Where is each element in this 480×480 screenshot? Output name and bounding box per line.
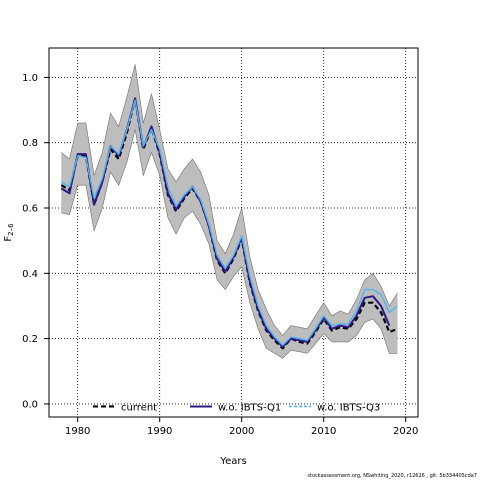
legend-label-wo-q1: w.o. IBTS-Q1	[218, 402, 281, 413]
footer-source: stockassessment.org, NSwhiting_2020, r12…	[307, 473, 477, 479]
series-line-current	[60, 97, 398, 350]
y-tick-label: 0.6	[22, 204, 38, 215]
x-axis-label: Years	[219, 456, 246, 467]
confidence-band-lower	[61, 129, 398, 359]
x-tick-label: 2010	[311, 426, 336, 437]
y-axis-label-subscript: 2–6	[7, 223, 15, 236]
x-tick-label: 2000	[229, 426, 254, 437]
y-axis: 0.0 0.2 0.4 0.6 0.8 1.0	[22, 73, 49, 410]
legend: current w.o. IBTS-Q1 w.o. IBTS-Q3	[93, 402, 380, 413]
series-line-wo-q3	[60, 99, 398, 346]
plot-frame	[48, 47, 419, 418]
x-tick-label: 2020	[393, 426, 418, 437]
confidence-band	[61, 64, 398, 359]
series-line-wo-q1	[60, 97, 391, 348]
y-tick-label: 1.0	[22, 73, 38, 84]
series-layer	[60, 97, 398, 350]
y-tick-label: 0.2	[22, 334, 38, 345]
y-tick-label: 0.8	[22, 138, 38, 149]
legend-label-wo-q3: w.o. IBTS-Q3	[317, 402, 380, 413]
y-tick-label: 0.4	[22, 269, 38, 280]
y-axis-label-main: F	[3, 236, 14, 242]
legend-label-current: current	[121, 402, 157, 413]
x-tick-label: 1990	[147, 426, 172, 437]
x-tick-label: 1980	[65, 426, 90, 437]
confidence-band-layer	[61, 64, 398, 359]
y-axis-label: F2–6	[3, 223, 15, 242]
confidence-band-upper	[61, 64, 398, 336]
y-tick-label: 0.0	[22, 399, 38, 410]
x-axis: 1980 1990 2000 2010 2020	[65, 417, 418, 437]
